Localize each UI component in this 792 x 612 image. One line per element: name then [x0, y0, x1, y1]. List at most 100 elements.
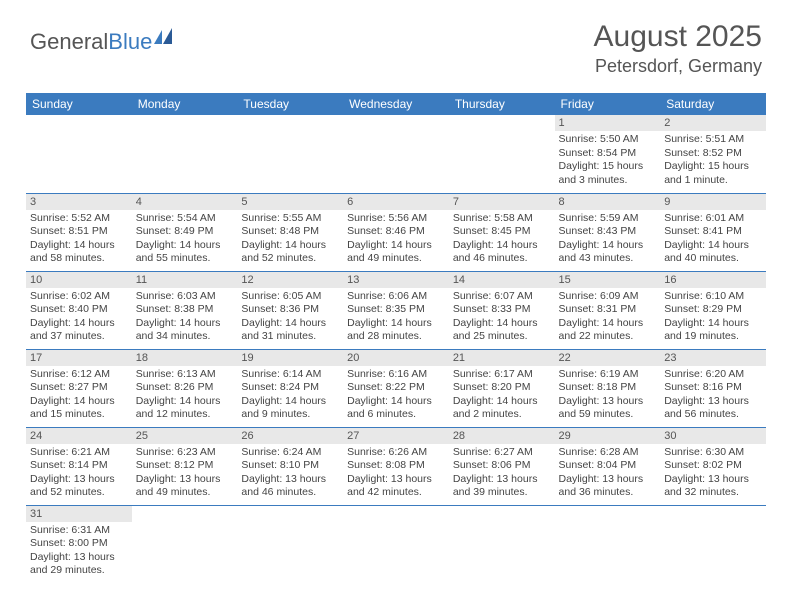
- calendar-day-cell: 23Sunrise: 6:20 AMSunset: 8:16 PMDayligh…: [660, 349, 766, 427]
- day-body: Sunrise: 6:07 AMSunset: 8:33 PMDaylight:…: [449, 288, 555, 347]
- daylight-text: Daylight: 14 hours and 34 minutes.: [136, 317, 234, 344]
- daylight-text: Daylight: 14 hours and 6 minutes.: [347, 395, 445, 422]
- calendar-day-cell: 6Sunrise: 5:56 AMSunset: 8:46 PMDaylight…: [343, 193, 449, 271]
- sunrise-text: Sunrise: 6:28 AM: [559, 446, 657, 460]
- sunrise-text: Sunrise: 5:50 AM: [559, 133, 657, 147]
- calendar-day-cell: 11Sunrise: 6:03 AMSunset: 8:38 PMDayligh…: [132, 271, 238, 349]
- day-number: 30: [660, 428, 766, 444]
- sunrise-text: Sunrise: 6:07 AM: [453, 290, 551, 304]
- day-number: 21: [449, 350, 555, 366]
- calendar-day-cell: 8Sunrise: 5:59 AMSunset: 8:43 PMDaylight…: [555, 193, 661, 271]
- calendar-day-cell: 4Sunrise: 5:54 AMSunset: 8:49 PMDaylight…: [132, 193, 238, 271]
- day-body: Sunrise: 6:13 AMSunset: 8:26 PMDaylight:…: [132, 366, 238, 425]
- day-number: 6: [343, 194, 449, 210]
- day-number: 12: [237, 272, 343, 288]
- day-number: 3: [26, 194, 132, 210]
- calendar-day-cell: 1Sunrise: 5:50 AMSunset: 8:54 PMDaylight…: [555, 115, 661, 193]
- sunset-text: Sunset: 8:40 PM: [30, 303, 128, 317]
- sunrise-text: Sunrise: 6:31 AM: [30, 524, 128, 538]
- daylight-text: Daylight: 14 hours and 22 minutes.: [559, 317, 657, 344]
- daylight-text: Daylight: 14 hours and 49 minutes.: [347, 239, 445, 266]
- sunset-text: Sunset: 8:51 PM: [30, 225, 128, 239]
- day-number: 1: [555, 115, 661, 131]
- calendar-day-cell: 5Sunrise: 5:55 AMSunset: 8:48 PMDaylight…: [237, 193, 343, 271]
- day-number: 18: [132, 350, 238, 366]
- calendar-day-cell: 28Sunrise: 6:27 AMSunset: 8:06 PMDayligh…: [449, 427, 555, 505]
- day-number: 22: [555, 350, 661, 366]
- daylight-text: Daylight: 14 hours and 46 minutes.: [453, 239, 551, 266]
- day-body: Sunrise: 5:51 AMSunset: 8:52 PMDaylight:…: [660, 131, 766, 190]
- calendar-day-cell: 25Sunrise: 6:23 AMSunset: 8:12 PMDayligh…: [132, 427, 238, 505]
- calendar-day-cell: 22Sunrise: 6:19 AMSunset: 8:18 PMDayligh…: [555, 349, 661, 427]
- daylight-text: Daylight: 13 hours and 42 minutes.: [347, 473, 445, 500]
- sunset-text: Sunset: 8:12 PM: [136, 459, 234, 473]
- sunrise-text: Sunrise: 5:58 AM: [453, 212, 551, 226]
- sunrise-text: Sunrise: 5:54 AM: [136, 212, 234, 226]
- day-body: Sunrise: 6:14 AMSunset: 8:24 PMDaylight:…: [237, 366, 343, 425]
- day-body: Sunrise: 6:28 AMSunset: 8:04 PMDaylight:…: [555, 444, 661, 503]
- daylight-text: Daylight: 14 hours and 43 minutes.: [559, 239, 657, 266]
- day-body: Sunrise: 6:06 AMSunset: 8:35 PMDaylight:…: [343, 288, 449, 347]
- daylight-text: Daylight: 13 hours and 29 minutes.: [30, 551, 128, 578]
- day-body: Sunrise: 5:59 AMSunset: 8:43 PMDaylight:…: [555, 210, 661, 269]
- sunset-text: Sunset: 8:54 PM: [559, 147, 657, 161]
- day-number: 8: [555, 194, 661, 210]
- daylight-text: Daylight: 14 hours and 31 minutes.: [241, 317, 339, 344]
- day-body: Sunrise: 6:16 AMSunset: 8:22 PMDaylight:…: [343, 366, 449, 425]
- calendar-day-cell: 21Sunrise: 6:17 AMSunset: 8:20 PMDayligh…: [449, 349, 555, 427]
- sunrise-text: Sunrise: 5:56 AM: [347, 212, 445, 226]
- daylight-text: Daylight: 14 hours and 25 minutes.: [453, 317, 551, 344]
- day-number: [449, 115, 555, 119]
- sunrise-text: Sunrise: 6:24 AM: [241, 446, 339, 460]
- dayheader-tue: Tuesday: [237, 93, 343, 115]
- sunset-text: Sunset: 8:16 PM: [664, 381, 762, 395]
- sunset-text: Sunset: 8:33 PM: [453, 303, 551, 317]
- sunrise-text: Sunrise: 5:52 AM: [30, 212, 128, 226]
- dayheader-fri: Friday: [555, 93, 661, 115]
- sunset-text: Sunset: 8:43 PM: [559, 225, 657, 239]
- daylight-text: Daylight: 14 hours and 37 minutes.: [30, 317, 128, 344]
- sunset-text: Sunset: 8:04 PM: [559, 459, 657, 473]
- calendar-week-row: 3 Sunrise: 5:52 AMSunset: 8:51 PM Daylight…: [26, 193, 766, 271]
- sunset-text: Sunset: 8:38 PM: [136, 303, 234, 317]
- day-number: [26, 115, 132, 119]
- sunset-text: Sunset: 8:27 PM: [30, 381, 128, 395]
- daylight-text: Daylight: 14 hours and 28 minutes.: [347, 317, 445, 344]
- daylight-text: Daylight: 14 hours and 12 minutes.: [136, 395, 234, 422]
- sunrise-text: Sunrise: 6:12 AM: [30, 368, 128, 382]
- day-number: [343, 506, 449, 510]
- calendar-week-row: 10Sunrise: 6:02 AMSunset: 8:40 PMDayligh…: [26, 271, 766, 349]
- day-body: Sunrise: 6:27 AMSunset: 8:06 PMDaylight:…: [449, 444, 555, 503]
- calendar-day-cell: 31Sunrise: 6:31 AMSunset: 8:00 PMDayligh…: [26, 505, 132, 583]
- calendar-day-cell: [343, 115, 449, 193]
- sunrise-text: Sunrise: 6:26 AM: [347, 446, 445, 460]
- dayheader-sun: Sunday: [26, 93, 132, 115]
- day-number: 13: [343, 272, 449, 288]
- daylight-text: Daylight: 13 hours and 32 minutes.: [664, 473, 762, 500]
- calendar-day-cell: 14Sunrise: 6:07 AMSunset: 8:33 PMDayligh…: [449, 271, 555, 349]
- daylight-text: Daylight: 13 hours and 52 minutes.: [30, 473, 128, 500]
- day-number: [343, 115, 449, 119]
- day-body: Sunrise: 6:19 AMSunset: 8:18 PMDaylight:…: [555, 366, 661, 425]
- sunrise-text: Sunrise: 6:23 AM: [136, 446, 234, 460]
- calendar-day-cell: 29Sunrise: 6:28 AMSunset: 8:04 PMDayligh…: [555, 427, 661, 505]
- calendar-day-cell: 9Sunrise: 6:01 AMSunset: 8:41 PMDaylight…: [660, 193, 766, 271]
- sunset-text: Sunset: 8:41 PM: [664, 225, 762, 239]
- day-body: Sunrise: 6:31 AMSunset: 8:00 PMDaylight:…: [26, 522, 132, 581]
- day-body: Sunrise: 5:56 AMSunset: 8:46 PMDaylight:…: [343, 210, 449, 269]
- sunrise-text: Sunrise: 6:13 AM: [136, 368, 234, 382]
- month-title: August 2025: [594, 20, 762, 54]
- day-number: 24: [26, 428, 132, 444]
- logo-text-1: General: [30, 29, 108, 54]
- sunrise-text: Sunrise: 6:10 AM: [664, 290, 762, 304]
- day-number: 17: [26, 350, 132, 366]
- calendar-week-row: 24Sunrise: 6:21 AMSunset: 8:14 PMDayligh…: [26, 427, 766, 505]
- daylight-text: Daylight: 13 hours and 49 minutes.: [136, 473, 234, 500]
- day-number: 27: [343, 428, 449, 444]
- day-number: 2: [660, 115, 766, 131]
- day-body: Sunrise: 5:50 AMSunset: 8:54 PMDaylight:…: [555, 131, 661, 190]
- day-body: Sunrise: 6:21 AMSunset: 8:14 PMDaylight:…: [26, 444, 132, 503]
- day-body: Sunrise: 6:24 AMSunset: 8:10 PMDaylight:…: [237, 444, 343, 503]
- sunrise-text: Sunrise: 6:01 AM: [664, 212, 762, 226]
- sunset-text: Sunset: 8:36 PM: [241, 303, 339, 317]
